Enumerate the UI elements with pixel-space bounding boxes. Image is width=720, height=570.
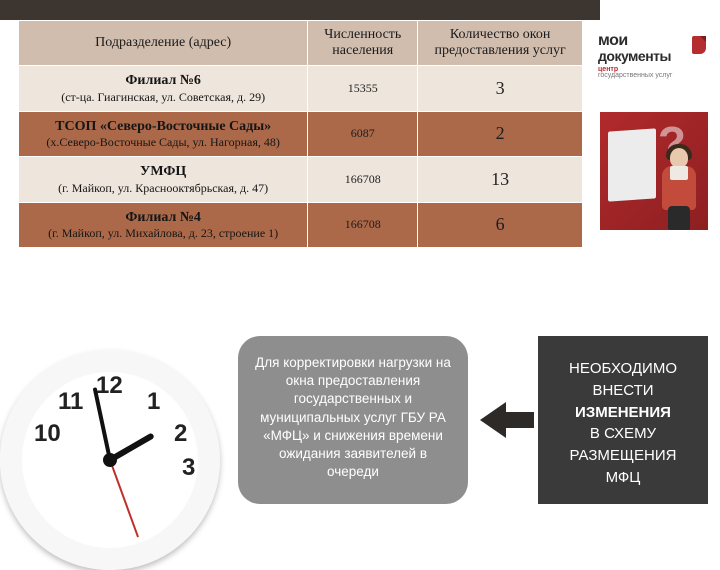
logo: мои документы центр государственных услу… [598, 32, 708, 79]
need-l5: РАЗМЕЩЕНИЯ [548, 445, 698, 467]
table-row: Филиал №6 (ст-ца. Гиагинская, ул. Советск… [19, 66, 583, 112]
clock-1: 1 [147, 388, 160, 416]
branch-addr: (ст-ца. Гиагинская, ул. Советская, д. 29… [23, 90, 303, 105]
windows-cell: 2 [418, 111, 583, 157]
top-bar [0, 0, 600, 20]
need-l3: ИЗМЕНЕНИЯ [548, 402, 698, 424]
col-windows: Количество окон предоставления услуг [418, 21, 583, 66]
clock-icon: 12 1 2 3 11 10 [0, 350, 220, 570]
need-l1: НЕОБХОДИМО [548, 358, 698, 380]
branch-name: Филиал №6 [125, 73, 201, 88]
clock-3: 3 [182, 454, 195, 482]
need-l2: ВНЕСТИ [548, 380, 698, 402]
mfc-photo: ? [600, 112, 708, 230]
population-cell: 166708 [308, 157, 418, 203]
branch-name: Филиал №4 [125, 210, 201, 225]
clock-2: 2 [174, 420, 187, 448]
branch-name: ТСОП «Северо-Восточные Сады» [55, 119, 271, 134]
branch-addr: (г. Майкоп, ул. Краснооктябрьская, д. 47… [23, 181, 303, 196]
need-l4: В СХЕМУ [548, 423, 698, 445]
windows-cell: 3 [418, 66, 583, 112]
branch-addr: (х.Северо-Восточные Сады, ул. Нагорная, … [23, 135, 303, 150]
branch-addr: (г. Майкоп, ул. Михайлова, д. 23, строен… [23, 226, 303, 241]
logo-mark-icon [688, 34, 710, 56]
windows-cell: 6 [418, 202, 583, 248]
population-cell: 6087 [308, 111, 418, 157]
info-bubble: Для корректировки нагрузки на окна предо… [238, 336, 468, 504]
windows-cell: 13 [418, 157, 583, 203]
branch-name: УМФЦ [140, 164, 186, 179]
col-population: Численность населения [308, 21, 418, 66]
need-box: НЕОБХОДИМО ВНЕСТИ ИЗМЕНЕНИЯ В СХЕМУ РАЗМ… [538, 336, 708, 504]
logo-line4: государственных услуг [598, 72, 708, 79]
population-cell: 15355 [308, 66, 418, 112]
branches-table: Подразделение (адрес) Численность населе… [18, 20, 583, 248]
arrow-left-icon [480, 402, 534, 438]
col-department: Подразделение (адрес) [19, 21, 308, 66]
need-l6: МФЦ [548, 467, 698, 489]
table-row: ТСОП «Северо-Восточные Сады»(х.Северо-Во… [19, 111, 583, 157]
population-cell: 166708 [308, 202, 418, 248]
table-row: Филиал №4(г. Майкоп, ул. Михайлова, д. 2… [19, 202, 583, 248]
clock-12: 12 [96, 372, 123, 400]
table-row: УМФЦ (г. Майкоп, ул. Краснооктябрьская, д… [19, 157, 583, 203]
